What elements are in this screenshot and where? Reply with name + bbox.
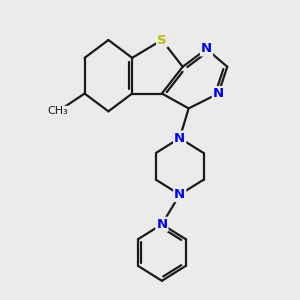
Text: N: N [156, 218, 167, 231]
Text: CH₃: CH₃ [47, 106, 68, 116]
Text: S: S [157, 34, 167, 46]
Text: N: N [213, 87, 224, 100]
Text: N: N [174, 132, 185, 145]
Text: N: N [174, 188, 185, 201]
Text: N: N [201, 42, 212, 56]
